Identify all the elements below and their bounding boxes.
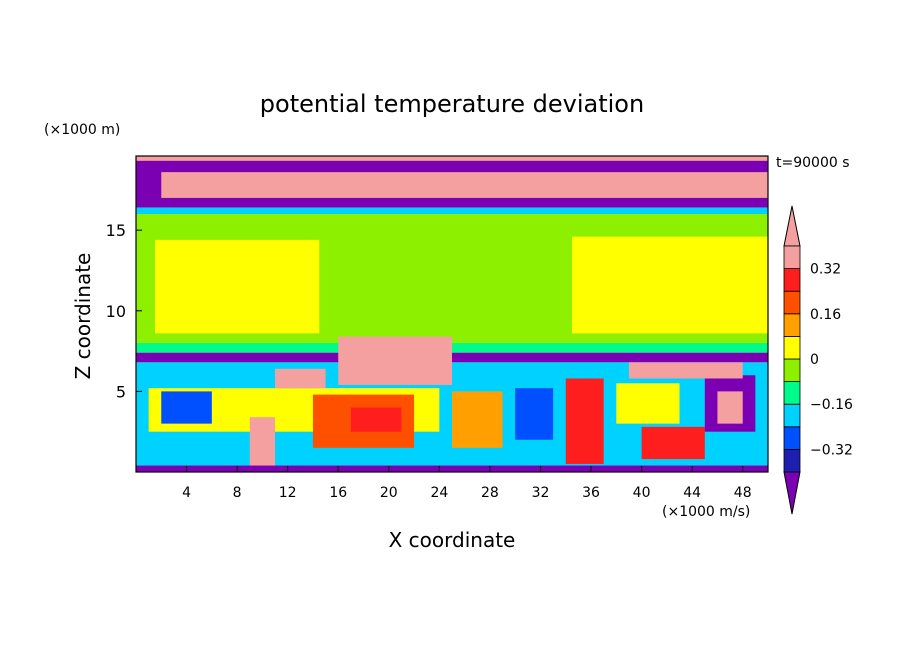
contour-region: [616, 383, 680, 424]
x-unit-label: (×1000 m/s): [662, 504, 750, 520]
contour-region: [136, 465, 768, 472]
y-axis: 5 10 15: [106, 221, 142, 401]
contour-region: [628, 362, 743, 379]
colorbar-segment: [783, 448, 801, 473]
y-tick-label: 10: [106, 302, 126, 321]
colorbar-tick-label: −0.16: [810, 397, 853, 413]
contour-region: [350, 407, 402, 432]
contour-region: [249, 417, 276, 469]
chart-title: potential temperature deviation: [260, 90, 644, 118]
contour-region: [275, 368, 326, 389]
colorbar-segment: [783, 290, 801, 315]
x-tick-label: 20: [380, 485, 398, 501]
x-tick-label: 48: [734, 485, 752, 501]
colorbar-tick-label: −0.32: [810, 442, 853, 458]
colorbar-segment: [783, 313, 801, 337]
colorbar-segment: [783, 245, 801, 270]
contour-region: [641, 426, 705, 460]
contour-region: [161, 391, 212, 424]
y-unit-label: (×1000 m): [44, 122, 120, 138]
x-tick-label: 28: [481, 485, 499, 501]
x-tick-label: 4: [182, 485, 191, 501]
contour-region: [136, 156, 768, 161]
x-tick-label: 12: [279, 485, 297, 501]
contour-region: [154, 239, 320, 334]
y-axis-label: Z coordinate: [71, 253, 95, 380]
contour-region: [572, 236, 768, 334]
x-tick-label: 44: [683, 485, 701, 501]
contour-region: [515, 388, 554, 440]
contour-region: [452, 391, 503, 448]
colorbar-segment: [783, 403, 801, 428]
colorbar-segment: [783, 335, 801, 360]
x-tick-label: 8: [233, 485, 242, 501]
contour-region: [161, 172, 768, 198]
x-tick-label: 16: [329, 485, 347, 501]
x-tick-label: 24: [430, 485, 448, 501]
x-axis: 4 8 12 16 20 24 28 32 36 40 44 48: [182, 466, 752, 501]
colorbar-segment: [783, 358, 801, 383]
y-tick-label: 5: [116, 382, 126, 401]
colorbar-tick-label: 0.16: [810, 307, 841, 323]
y-tick-label: 15: [106, 221, 126, 240]
colorbar-tick-label: 0: [810, 352, 819, 368]
contour-region: [136, 207, 768, 215]
contour-region: [717, 391, 743, 424]
x-tick-label: 32: [532, 485, 550, 501]
colorbar-extend-top: [783, 205, 801, 247]
contour-region: [565, 378, 604, 464]
x-axis-label: X coordinate: [389, 528, 516, 552]
contour-region: [338, 336, 452, 385]
colorbar-segment: [783, 426, 801, 450]
x-tick-label: 36: [582, 485, 600, 501]
colorbar-segment: [783, 381, 801, 405]
colorbar-extend-bottom: [783, 471, 801, 515]
plot-frame: [135, 155, 769, 473]
time-label: t=90000 s: [776, 155, 850, 171]
colorbar-tick-label: 0.32: [810, 262, 841, 278]
colorbar-segment: [783, 268, 801, 292]
x-tick-label: 40: [633, 485, 651, 501]
plot-area: [136, 156, 768, 472]
colorbar: 0.32 0.16 0 −0.16 −0.32: [783, 205, 853, 515]
